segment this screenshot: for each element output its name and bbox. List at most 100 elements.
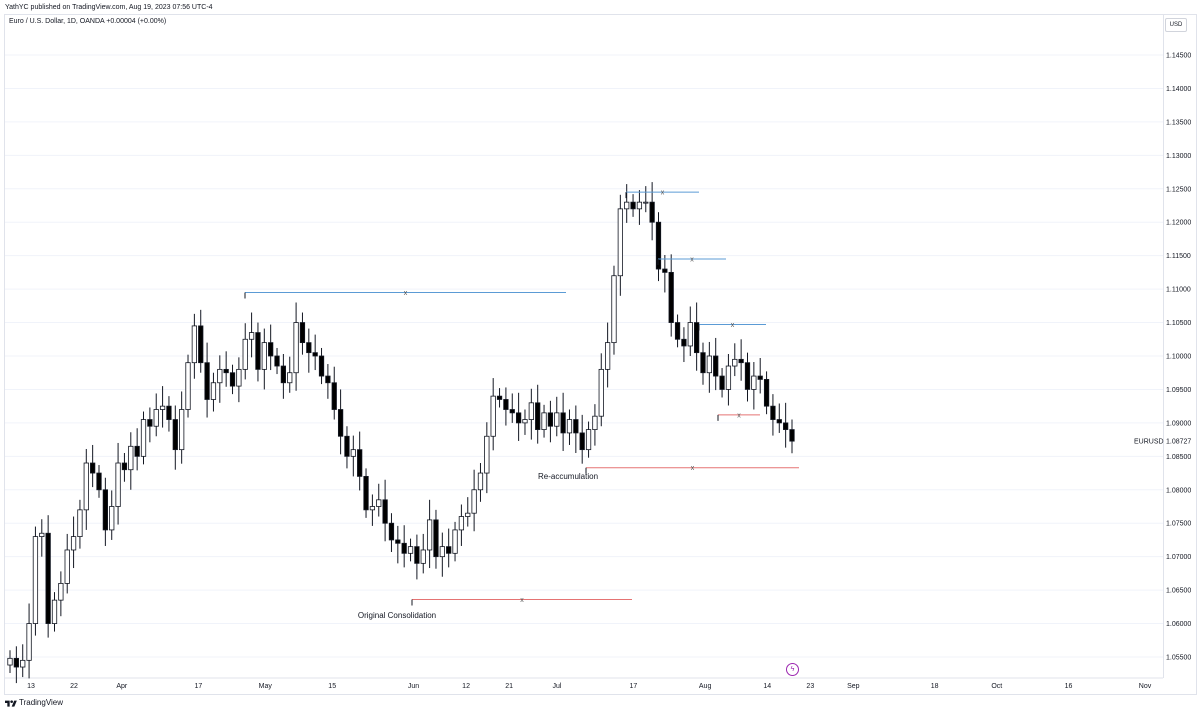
level-marker: x: [661, 190, 665, 197]
candle-up: [636, 201, 643, 210]
candle-down: [770, 405, 776, 420]
candle-up: [109, 506, 115, 531]
candle-down: [172, 419, 178, 451]
publish-bar: YathYC published on TradingView.com, Aug…: [0, 0, 1200, 14]
candle-down: [395, 539, 401, 544]
time-tick-label: Aug: [699, 683, 712, 690]
level-marker: x: [404, 290, 408, 297]
candle-up: [39, 532, 45, 537]
candle-up: [566, 419, 573, 434]
candle-down: [166, 405, 172, 420]
candle-down: [783, 422, 789, 430]
bolt-icon[interactable]: ϟ: [786, 663, 799, 676]
candle-up: [528, 402, 534, 420]
currency-selector[interactable]: USD: [1165, 18, 1187, 32]
candle-down: [280, 365, 287, 384]
price-tick-label: 1.12500: [1166, 186, 1191, 193]
candle-down: [674, 322, 681, 340]
candle-down: [503, 399, 509, 410]
candle-down: [700, 352, 706, 374]
last-price-bg: [1164, 436, 1196, 447]
candle-down: [388, 522, 395, 541]
candle-down: [318, 355, 325, 377]
candle-down: [757, 375, 763, 380]
candle-down: [573, 419, 579, 434]
candle-down: [496, 395, 503, 400]
candle-down: [268, 342, 274, 357]
candle-down: [509, 409, 515, 414]
candle-up: [687, 322, 693, 347]
candle-down: [535, 402, 541, 430]
candle-up: [522, 419, 528, 424]
time-tick-label: 17: [630, 683, 638, 690]
candle-down: [414, 546, 420, 564]
time-tick-label: 15: [328, 683, 336, 690]
level-marker: x: [737, 412, 741, 419]
price-axis[interactable]: [1163, 14, 1198, 678]
candle-up: [706, 355, 712, 374]
time-tick-label: 17: [194, 683, 202, 690]
candle-up: [477, 472, 484, 491]
candle-down: [738, 358, 744, 364]
candle-up: [115, 462, 121, 507]
candle-up: [452, 529, 458, 554]
candle-up: [598, 368, 604, 417]
symbol-legend: Euro / U.S. Dollar, 1D, OANDA +0.00004 (…: [9, 18, 167, 25]
candle-up: [128, 445, 134, 471]
price-tick-label: 1.06500: [1166, 588, 1191, 595]
chart-pane[interactable]: [4, 14, 1197, 695]
candle-down: [694, 322, 700, 354]
candle-down: [306, 342, 312, 354]
candle-down: [337, 409, 344, 437]
price-tick-label: 1.13000: [1166, 153, 1191, 160]
candle-down: [96, 472, 102, 491]
candle-down: [560, 412, 566, 434]
candle-up: [541, 412, 547, 430]
price-tick-label: 1.14000: [1166, 86, 1191, 93]
level-marker: x: [691, 465, 695, 472]
candle-up: [465, 512, 471, 517]
candle-up: [484, 435, 490, 474]
candle-up: [732, 358, 738, 367]
candle-down: [744, 362, 751, 390]
candle-up: [26, 623, 32, 661]
candle-up: [236, 368, 242, 387]
candle-up: [624, 201, 630, 210]
price-tick-label: 1.05500: [1166, 655, 1191, 662]
candle-up: [490, 395, 496, 437]
candle-down: [312, 352, 318, 357]
candle-up: [64, 549, 70, 584]
candle-down: [45, 532, 51, 624]
candle-down: [274, 355, 280, 367]
level-marker: x: [731, 322, 735, 329]
last-price-label: 1.08727: [1166, 439, 1191, 446]
candle-down: [204, 362, 210, 400]
time-tick-label: Jun: [408, 683, 419, 690]
price-tick-label: 1.11000: [1166, 287, 1191, 294]
candle-down: [299, 322, 306, 344]
candle-up: [210, 382, 217, 400]
candle-up: [58, 583, 64, 601]
candle-down: [331, 382, 337, 410]
chart-annotation: Re-accumulation: [538, 472, 598, 481]
price-tick-label: 1.10500: [1166, 320, 1191, 327]
candle-up: [350, 449, 356, 457]
publish-info: YathYC published on TradingView.com, Aug…: [5, 4, 213, 11]
candle-up: [617, 208, 623, 277]
candle-up: [20, 659, 26, 668]
candle-down: [547, 412, 554, 427]
candle-up: [376, 499, 382, 507]
candle-up: [32, 536, 39, 624]
candle-up: [426, 519, 433, 551]
candle-up: [751, 375, 757, 390]
tradingview-logo-icon: [5, 700, 17, 707]
candle-up: [458, 516, 465, 531]
candle-up: [77, 509, 83, 538]
time-tick-label: 22: [70, 683, 78, 690]
candle-down: [134, 445, 140, 457]
candle-down: [776, 419, 782, 424]
candle-down: [763, 379, 770, 407]
price-tick-label: 1.12000: [1166, 220, 1191, 227]
candle-down: [401, 542, 407, 554]
time-tick-label: 12: [462, 683, 470, 690]
